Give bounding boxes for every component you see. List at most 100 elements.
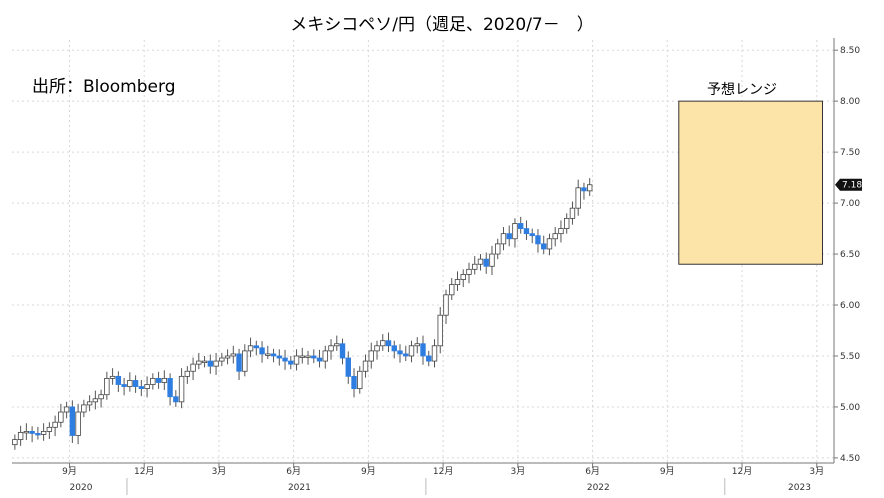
candle-body bbox=[115, 375, 122, 385]
x-tick-label: 9月 bbox=[660, 466, 675, 477]
candle-body bbox=[581, 187, 587, 192]
candle-body bbox=[535, 235, 541, 245]
candle-body bbox=[495, 243, 501, 255]
candle-body bbox=[397, 350, 403, 355]
y-tick-label: 4.50 bbox=[840, 454, 860, 464]
y-tick-label: 8.00 bbox=[840, 97, 860, 107]
candle-body bbox=[460, 274, 466, 280]
y-tick-label: 5.50 bbox=[840, 352, 860, 362]
candle-body bbox=[368, 350, 374, 362]
candle-body bbox=[546, 238, 553, 250]
candles bbox=[12, 178, 593, 450]
candle-body bbox=[178, 375, 185, 403]
candle-body bbox=[339, 343, 346, 359]
candle-body bbox=[167, 377, 173, 398]
candle-body bbox=[92, 398, 99, 403]
x-tick-label: 12月 bbox=[433, 466, 453, 477]
candle-body bbox=[385, 340, 392, 347]
x-tick-label: 3月 bbox=[510, 466, 525, 477]
candle-body bbox=[242, 350, 248, 372]
x-tick-label: 6月 bbox=[585, 466, 600, 477]
candle-body bbox=[230, 353, 237, 357]
candle-body bbox=[431, 345, 438, 362]
candle-body bbox=[564, 217, 570, 229]
candle-body bbox=[276, 355, 282, 359]
candle-body bbox=[500, 233, 507, 245]
candle-body bbox=[219, 357, 225, 362]
candle-body bbox=[449, 284, 455, 296]
candle-body bbox=[265, 353, 271, 356]
forecast-range-box bbox=[678, 100, 824, 265]
candle-body bbox=[316, 357, 323, 362]
candle-body bbox=[472, 263, 478, 270]
candle-body bbox=[150, 377, 156, 385]
x-year-label: 2023 bbox=[788, 483, 811, 493]
x-tick-label: 3月 bbox=[212, 466, 227, 477]
last-price-label: 7.18 bbox=[842, 181, 862, 191]
x-tick-label: 12月 bbox=[732, 466, 752, 477]
candle-body bbox=[109, 375, 116, 379]
candle-body bbox=[201, 360, 208, 363]
candle-body bbox=[270, 353, 277, 357]
candle-body bbox=[351, 375, 357, 389]
candle-body bbox=[529, 233, 535, 237]
candle-body bbox=[523, 228, 530, 235]
candle-body bbox=[35, 433, 41, 436]
y-axis: 8.50 8.00 7.50 7.00 6.50 6.00 5.50 5.00 4.50 bbox=[834, 46, 860, 464]
candle-body bbox=[374, 345, 380, 352]
candle-body bbox=[12, 439, 18, 446]
candle-body bbox=[155, 377, 162, 383]
candle-body bbox=[426, 355, 432, 362]
candle-body bbox=[466, 268, 472, 275]
forecast-range-label: 予想レンジ bbox=[707, 82, 777, 98]
candle-body bbox=[132, 380, 139, 387]
candle-body bbox=[328, 345, 334, 352]
candle-body bbox=[173, 396, 179, 403]
candle-body bbox=[322, 350, 328, 362]
candle-body bbox=[75, 411, 81, 436]
candle-body bbox=[518, 223, 524, 229]
candle-body bbox=[357, 370, 363, 389]
x-axis: 9月 12月 3月 6月 9月 12月 3月 6月 9月 12月 3月 2020 2021 2022 202… bbox=[62, 463, 824, 495]
y-tick-label: 6.50 bbox=[840, 250, 860, 260]
candle-body bbox=[190, 363, 196, 372]
y-tick-label: 8.50 bbox=[840, 46, 860, 56]
y-tick-label: 5.00 bbox=[840, 403, 860, 413]
x-year-label: 2021 bbox=[288, 483, 311, 493]
candle-body bbox=[587, 184, 593, 192]
gridlines bbox=[12, 40, 834, 463]
candle-body bbox=[144, 384, 150, 389]
candle-body bbox=[247, 345, 254, 352]
x-tick-label: 9月 bbox=[62, 466, 77, 477]
candle-body bbox=[483, 258, 489, 267]
candle-body bbox=[127, 380, 133, 387]
candle-body bbox=[380, 340, 386, 347]
x-year-label: 2020 bbox=[70, 483, 93, 493]
candle-body bbox=[213, 360, 219, 367]
candle-body bbox=[391, 345, 397, 352]
candle-body bbox=[512, 223, 518, 240]
y-tick-label: 6.00 bbox=[840, 301, 860, 311]
candle-body bbox=[305, 355, 311, 358]
candle-body bbox=[414, 343, 420, 347]
candle-body bbox=[23, 431, 30, 434]
candle-body bbox=[253, 345, 260, 349]
y-tick-label: 7.50 bbox=[840, 148, 860, 158]
candle-body bbox=[138, 386, 145, 389]
candle-body bbox=[454, 279, 461, 286]
candle-body bbox=[403, 353, 409, 357]
x-tick-label: 3月 bbox=[809, 466, 824, 477]
y-tick-label: 7.00 bbox=[840, 199, 860, 209]
candle-body bbox=[489, 253, 495, 267]
candle-body bbox=[236, 353, 242, 372]
candle-body bbox=[558, 228, 564, 235]
candle-body bbox=[86, 401, 93, 406]
candle-body bbox=[184, 370, 191, 377]
candle-body bbox=[69, 406, 76, 436]
candle-body bbox=[46, 426, 53, 432]
x-tick-label: 9月 bbox=[361, 466, 376, 477]
x-tick-label: 6月 bbox=[286, 466, 301, 477]
candle-body bbox=[104, 377, 110, 396]
candle-body bbox=[63, 406, 70, 413]
